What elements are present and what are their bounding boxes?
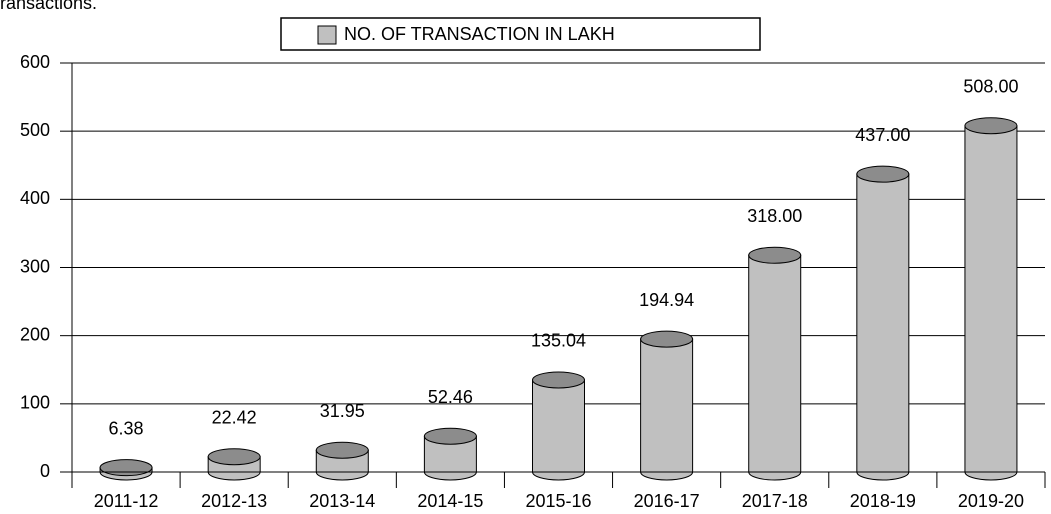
x-tick-label: 2018-19 — [850, 491, 916, 511]
bar-top — [748, 246, 802, 264]
bar-top — [856, 165, 910, 183]
bar — [532, 379, 585, 481]
bar — [856, 173, 910, 481]
bar — [964, 125, 1018, 481]
data-label: 52.46 — [428, 387, 473, 407]
x-tick-label: 2013-14 — [309, 491, 375, 511]
bar-top — [315, 441, 369, 459]
data-label: 194.94 — [639, 290, 694, 310]
data-label: 437.00 — [855, 125, 910, 145]
bar-top — [964, 117, 1018, 135]
x-tick-label: 2014-15 — [417, 491, 483, 511]
y-tick-label: 0 — [40, 461, 50, 481]
x-tick-label: 2016-17 — [634, 491, 700, 511]
bar — [423, 435, 477, 481]
bar-top — [423, 427, 477, 445]
data-label: 6.38 — [109, 418, 144, 438]
bar-top — [640, 330, 694, 348]
y-tick-label: 500 — [20, 120, 50, 140]
data-label: 135.04 — [531, 331, 586, 351]
x-tick-label: 2011-12 — [94, 491, 159, 511]
x-tick-label: 2015-16 — [525, 491, 591, 511]
bar-top — [207, 448, 261, 466]
data-label: 318.00 — [747, 206, 802, 226]
x-tick-label: 2019-20 — [958, 491, 1024, 511]
y-tick-label: 600 — [20, 52, 50, 72]
data-label: 31.95 — [320, 401, 365, 421]
data-label: 22.42 — [212, 407, 257, 427]
bar-top — [99, 459, 153, 477]
legend-box — [280, 17, 761, 51]
y-tick-label: 100 — [20, 393, 50, 413]
data-label: 508.00 — [963, 76, 1018, 96]
caption: ransactions. — [0, 0, 97, 13]
x-tick-label: 2012-13 — [201, 491, 267, 511]
y-tick-label: 300 — [20, 256, 50, 276]
bar — [640, 338, 694, 481]
bar-top — [532, 371, 585, 389]
bar — [748, 254, 802, 481]
legend-swatch — [317, 25, 337, 45]
legend-label: NO. OF TRANSACTION IN LAKH — [344, 24, 615, 44]
y-tick-label: 200 — [20, 324, 50, 344]
x-tick-label: 2017-18 — [742, 491, 808, 511]
y-tick-label: 400 — [20, 188, 50, 208]
